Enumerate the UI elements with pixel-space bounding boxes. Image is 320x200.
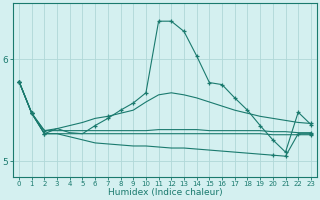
X-axis label: Humidex (Indice chaleur): Humidex (Indice chaleur): [108, 188, 222, 197]
